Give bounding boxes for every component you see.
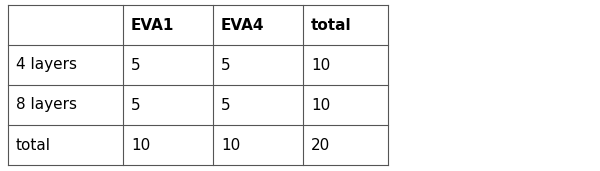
Text: EVA1: EVA1 [131,17,175,32]
Text: 10: 10 [311,97,330,113]
Text: EVA4: EVA4 [221,17,265,32]
Text: total: total [16,137,51,153]
Text: 5: 5 [131,57,140,73]
Text: 10: 10 [221,137,240,153]
Text: 20: 20 [311,137,330,153]
Text: total: total [311,17,352,32]
Text: 10: 10 [311,57,330,73]
Text: 5: 5 [221,57,230,73]
Text: 8 layers: 8 layers [16,97,77,113]
Text: 5: 5 [131,97,140,113]
Text: 10: 10 [131,137,150,153]
Text: 4 layers: 4 layers [16,57,77,73]
Text: 5: 5 [221,97,230,113]
